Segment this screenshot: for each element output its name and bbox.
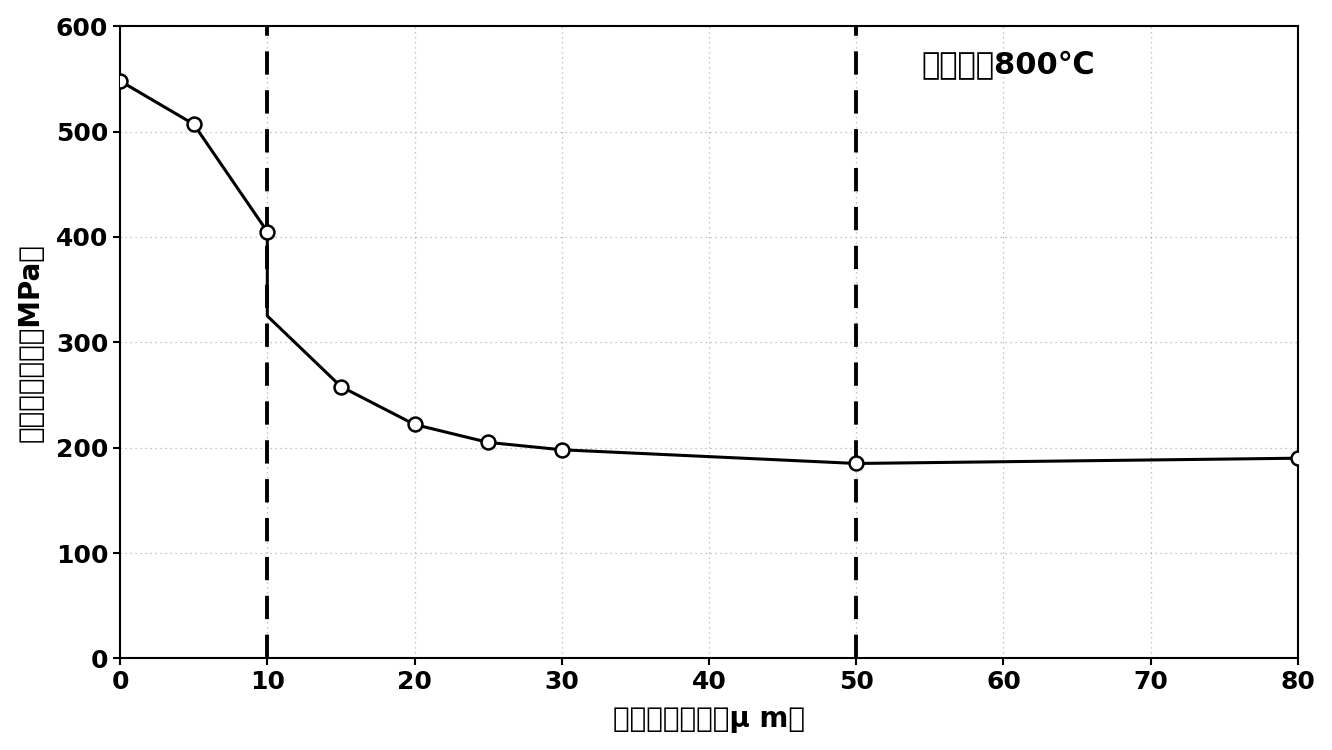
Y-axis label: 平均变形抵抗（MPa）: 平均变形抵抗（MPa）: [17, 243, 45, 442]
Text: 轧制温度800℃: 轧制温度800℃: [920, 52, 1095, 80]
X-axis label: 平均晶体粒径（μ m）: 平均晶体粒径（μ m）: [613, 705, 805, 734]
